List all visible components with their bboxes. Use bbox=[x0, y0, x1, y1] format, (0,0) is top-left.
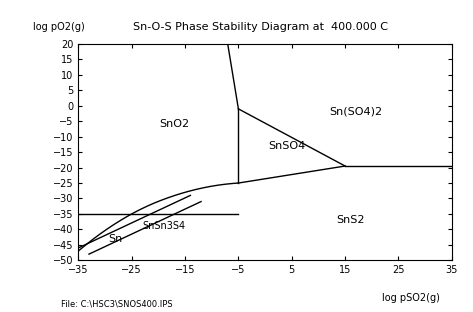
Text: log pO2(g): log pO2(g) bbox=[33, 22, 85, 32]
Text: SnSO4: SnSO4 bbox=[268, 141, 305, 151]
Text: SnS2: SnS2 bbox=[336, 215, 365, 225]
Text: SnSn3S4: SnSn3S4 bbox=[142, 221, 185, 231]
Text: File: C:\HSC3\SNOS400.IPS: File: C:\HSC3\SNOS400.IPS bbox=[61, 300, 173, 309]
Text: SnO2: SnO2 bbox=[159, 119, 189, 129]
Text: Sn(SO4)2: Sn(SO4)2 bbox=[329, 107, 382, 117]
Text: log pSO2(g): log pSO2(g) bbox=[382, 293, 440, 303]
Text: Sn-O-S Phase Stability Diagram at  400.000 C: Sn-O-S Phase Stability Diagram at 400.00… bbox=[132, 22, 388, 32]
Text: Sn: Sn bbox=[108, 234, 123, 244]
